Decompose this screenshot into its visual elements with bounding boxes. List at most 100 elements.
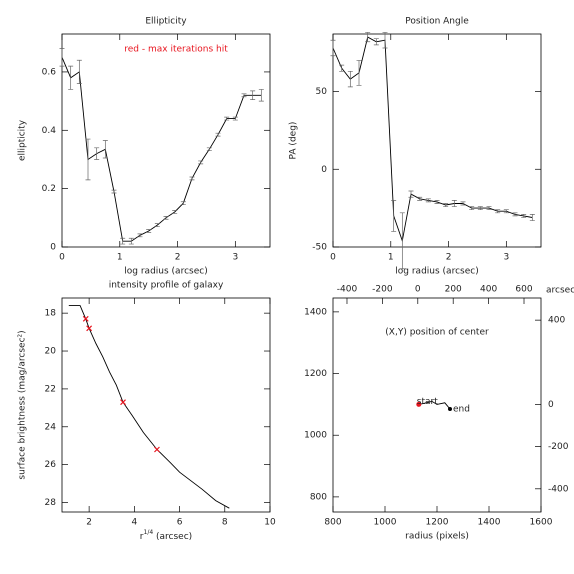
error-bar bbox=[391, 200, 397, 232]
x-label-sup: 1/4 bbox=[144, 529, 154, 536]
x-tick-label: 1200 bbox=[426, 518, 449, 528]
error-bar bbox=[154, 223, 160, 227]
point-marker bbox=[154, 446, 160, 453]
error-bar bbox=[94, 147, 100, 160]
error-bar bbox=[241, 93, 247, 98]
start-point bbox=[416, 401, 422, 407]
inner-title: (X,Y) position of center bbox=[385, 328, 489, 338]
y-tick-label: 1400 bbox=[304, 307, 327, 317]
error-bar bbox=[189, 176, 195, 181]
plot-frame bbox=[332, 33, 542, 248]
x2-tick-label: -400 bbox=[337, 285, 358, 295]
error-bar bbox=[128, 237, 134, 245]
y-tick-label: 26 bbox=[45, 460, 57, 470]
y-axis-label: surface brightness (mag/arcsec²) bbox=[18, 330, 28, 479]
error-bar bbox=[224, 116, 230, 121]
error-bar bbox=[469, 206, 475, 211]
chart-title: intensity profile of galaxy bbox=[109, 281, 224, 291]
x2-tick-label: 0 bbox=[415, 285, 421, 295]
x2-tick-label: 600 bbox=[515, 285, 532, 295]
error-bar bbox=[512, 212, 518, 217]
x2-tick-label: -200 bbox=[372, 285, 393, 295]
error-bar bbox=[85, 138, 91, 181]
y2-tick-label: 400 bbox=[548, 316, 565, 326]
error-bar bbox=[250, 90, 256, 101]
y-axis-label: ellipticity bbox=[18, 119, 28, 161]
error-bar bbox=[258, 89, 264, 102]
error-bar bbox=[347, 70, 353, 88]
data-line bbox=[61, 57, 262, 242]
error-bar bbox=[232, 116, 238, 121]
error-bar bbox=[59, 48, 65, 67]
y-tick-label: 800 bbox=[310, 492, 327, 502]
end-label: end bbox=[453, 405, 470, 415]
error-bar bbox=[382, 32, 388, 49]
x-tick-label: 800 bbox=[324, 518, 341, 528]
y-tick-label: -50 bbox=[312, 243, 327, 253]
x-label-unit: (arcsec) bbox=[153, 532, 192, 542]
x-tick-label: 0 bbox=[330, 253, 336, 263]
y-tick-label: 1000 bbox=[304, 431, 327, 441]
y-tick-label: 0 bbox=[321, 165, 327, 175]
end-point bbox=[448, 407, 452, 412]
plot-frame bbox=[61, 297, 271, 513]
y-tick-label: 20 bbox=[45, 347, 57, 357]
chart-title: Ellipticity bbox=[145, 17, 187, 27]
annotation: red - max iterations hit bbox=[124, 45, 228, 55]
point-marker bbox=[86, 325, 93, 332]
error-bar bbox=[356, 60, 362, 86]
y-tick-label: 50 bbox=[316, 87, 328, 97]
error-bar bbox=[206, 147, 212, 152]
y-tick-label: 22 bbox=[45, 384, 56, 394]
error-bar bbox=[111, 189, 117, 194]
error-bar bbox=[399, 212, 405, 270]
y2-tick-label: -400 bbox=[548, 484, 569, 494]
y-axis-label: PA (deg) bbox=[289, 122, 299, 160]
error-bar bbox=[373, 38, 379, 46]
error-bar bbox=[434, 200, 440, 204]
data-line bbox=[68, 305, 230, 509]
x-tick-label: 2 bbox=[86, 518, 92, 528]
data-line bbox=[418, 400, 451, 410]
x2-tick-label: 400 bbox=[480, 285, 497, 295]
error-bar bbox=[339, 64, 345, 72]
x-tick-label: 2 bbox=[175, 253, 181, 263]
error-bar bbox=[102, 140, 108, 159]
y-tick-label: 0 bbox=[50, 243, 56, 253]
error-bar bbox=[521, 214, 527, 218]
x-tick-label: 0 bbox=[59, 253, 65, 263]
error-bar bbox=[146, 229, 152, 233]
y-tick-label: 24 bbox=[45, 422, 57, 432]
error-bar bbox=[163, 216, 169, 220]
chart-title: Position Angle bbox=[405, 17, 469, 27]
error-bar bbox=[137, 233, 143, 238]
y-tick-label: 0.2 bbox=[42, 184, 56, 194]
y2-tick-label: 0 bbox=[548, 400, 554, 410]
error-bar bbox=[529, 214, 535, 221]
y-tick-label: 1200 bbox=[304, 369, 327, 379]
error-bar bbox=[503, 209, 509, 214]
point-marker bbox=[120, 399, 126, 406]
x-tick-label: 1000 bbox=[374, 518, 397, 528]
error-bar bbox=[330, 39, 336, 57]
x-axis-label: log radius (arcsec) bbox=[395, 267, 478, 277]
x-tick-label: 3 bbox=[503, 253, 509, 263]
y-tick-label: 18 bbox=[45, 309, 57, 319]
error-bar bbox=[443, 203, 449, 207]
error-bar bbox=[408, 190, 414, 198]
x-tick-label: 6 bbox=[177, 518, 183, 528]
error-bar bbox=[417, 196, 423, 201]
x-tick-label: 10 bbox=[264, 518, 276, 528]
point-marker bbox=[82, 315, 89, 322]
start-label: start bbox=[417, 397, 438, 407]
error-bar bbox=[486, 206, 492, 211]
x-tick-label: 4 bbox=[131, 518, 137, 528]
plot-frame bbox=[61, 33, 271, 248]
error-bar bbox=[198, 160, 204, 165]
error-bar bbox=[120, 237, 126, 245]
x-axis-label: radius (pixels) bbox=[405, 532, 469, 542]
error-bar bbox=[68, 65, 74, 90]
error-bar bbox=[172, 210, 178, 214]
